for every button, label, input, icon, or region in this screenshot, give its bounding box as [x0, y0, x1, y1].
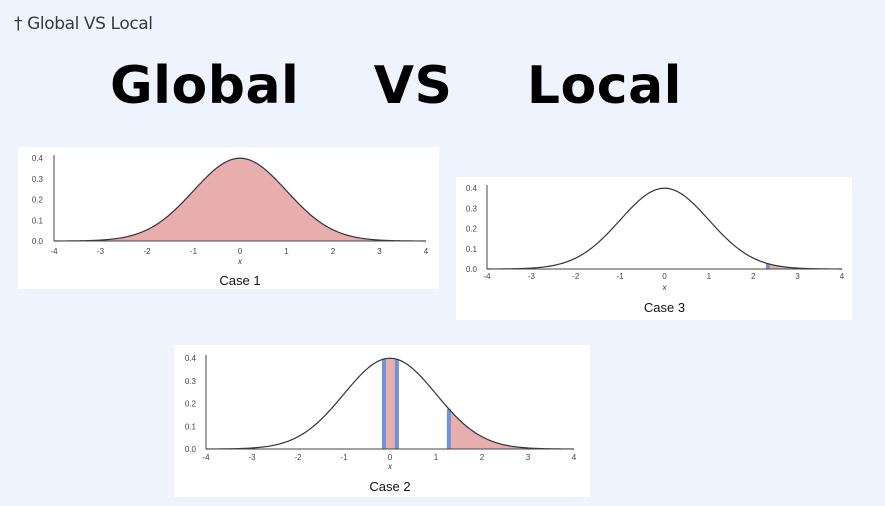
x-tick-label: -3	[248, 453, 256, 462]
y-tick-label: 0.1	[185, 422, 197, 431]
chart-case2: -4 -3 -2 -1 0 1 2 3 4 0.0 0.1 0.2 0.3 0.4 x Case 2	[185, 354, 577, 494]
x-tick-label: 1	[284, 247, 289, 256]
chart-caption: Case 3	[644, 300, 685, 315]
x-tick-label: 3	[526, 453, 531, 462]
density-curve	[205, 357, 575, 450]
x-tick-label: 4	[840, 272, 845, 281]
x-tick-label: -4	[483, 272, 491, 281]
chart-panel-case1: -4 -3 -2 -1 0 1 2 3 4 0.0 0.1 0.2 0.3 0.4 x Case 1	[18, 147, 439, 289]
x-tick-label: -1	[340, 453, 348, 462]
x-tick-label: -1	[190, 247, 198, 256]
chart-case1: -4 -3 -2 -1 0 1 2 3 4 0.0 0.1 0.2 0.3 0.4 x Case 1	[32, 154, 429, 288]
shaded-area-1	[54, 158, 426, 241]
y-tick-label: 0.2	[32, 196, 44, 205]
y-tick-label: 0.4	[185, 354, 197, 363]
chart-panel-case3: -4 -3 -2 -1 0 1 2 3 4 0.0 0.1 0.2 0.3 0.4 x Case 3	[456, 177, 852, 320]
y-tick-label: 0.3	[466, 204, 478, 213]
y-tick-label: 0.0	[466, 265, 478, 274]
x-tick-label: -2	[572, 272, 580, 281]
y-tick-label: 0.3	[185, 377, 197, 386]
x-axis-label: x	[662, 283, 668, 292]
shaded-area-2	[448, 408, 574, 449]
chart-case3: -4 -3 -2 -1 0 1 2 3 4 0.0 0.1 0.2 0.3 0.4 x Case 3	[466, 184, 845, 315]
y-tick-label: 0.0	[32, 237, 44, 246]
x-tick-label: 0	[388, 453, 393, 462]
x-tick-label: 4	[424, 247, 429, 256]
y-tick-label: 0.4	[466, 184, 478, 193]
x-tick-label: -3	[528, 272, 536, 281]
x-tick-label: -4	[202, 453, 210, 462]
x-axis-label: x	[387, 462, 393, 471]
x-tick-label: 2	[751, 272, 756, 281]
x-tick-label: -2	[143, 247, 151, 256]
x-tick-label: 2	[331, 247, 336, 256]
x-tick-label: 0	[662, 272, 667, 281]
chart-caption: Case 1	[219, 273, 260, 288]
x-tick-label: 2	[480, 453, 485, 462]
chart-caption: Case 2	[369, 479, 410, 494]
page-title: Global VS Local	[110, 56, 682, 116]
x-tick-label: 3	[795, 272, 800, 281]
x-tick-label: -4	[50, 247, 58, 256]
y-tick-label: 0.1	[32, 216, 44, 225]
y-tick-label: 0.2	[185, 400, 197, 409]
x-tick-label: -3	[97, 247, 105, 256]
chart-panel-case2: -4 -3 -2 -1 0 1 2 3 4 0.0 0.1 0.2 0.3 0.4 x Case 2	[174, 345, 590, 497]
density-curve	[486, 187, 843, 270]
shaded-area-1	[384, 358, 397, 449]
y-tick-label: 0.4	[32, 154, 44, 163]
x-axis-label: x	[237, 257, 243, 266]
x-tick-label: 0	[238, 247, 243, 256]
x-tick-label: -1	[617, 272, 625, 281]
x-tick-label: 1	[707, 272, 712, 281]
density-curve	[53, 157, 427, 242]
y-tick-label: 0.2	[466, 225, 478, 234]
y-tick-label: 0.3	[32, 175, 44, 184]
y-tick-label: 0.1	[466, 245, 478, 254]
x-tick-label: 1	[434, 453, 439, 462]
x-tick-label: 4	[572, 453, 577, 462]
x-tick-label: 3	[377, 247, 382, 256]
y-tick-label: 0.0	[185, 445, 197, 454]
breadcrumb: † Global VS Local	[14, 14, 153, 34]
x-tick-label: -2	[294, 453, 302, 462]
